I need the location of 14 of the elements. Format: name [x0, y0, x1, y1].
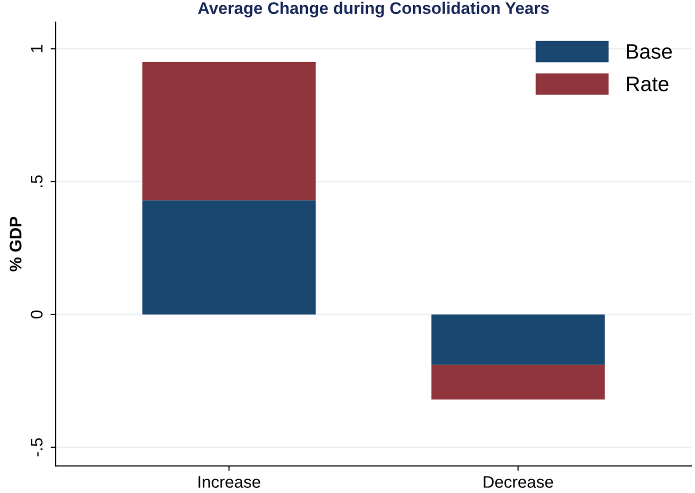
x-tick-label: Decrease: [484, 476, 554, 488]
legend-label: Rate: [627, 76, 668, 92]
y-tick-label: 0: [30, 310, 43, 318]
y-tick-label: -.5: [30, 438, 43, 456]
bar: [431, 314, 605, 365]
y-tick-label: 1: [30, 44, 42, 52]
bar: [142, 200, 316, 314]
legend-label: Base: [627, 44, 672, 59]
y-axis-title: % GDP: [10, 216, 22, 272]
bar: [142, 62, 316, 200]
chart-title: Average Change during Consolidation Years: [198, 2, 549, 18]
y-tick-label: .5: [30, 175, 43, 188]
x-tick-label: Increase: [198, 476, 260, 488]
bar: [431, 364, 605, 400]
